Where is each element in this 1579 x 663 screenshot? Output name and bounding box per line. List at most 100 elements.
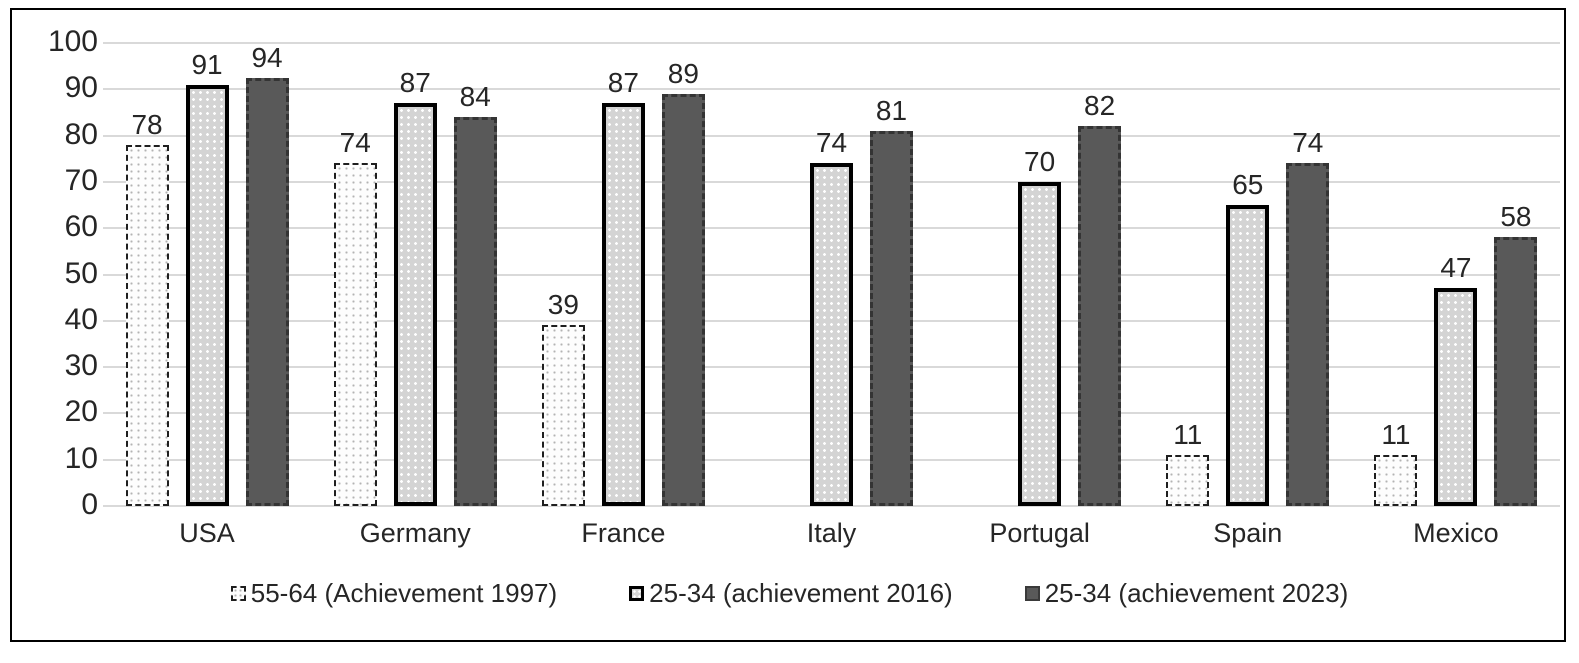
- bar-italy-series3: [869, 130, 913, 506]
- bar-slot: 94: [245, 42, 289, 506]
- bar-slot: 39: [541, 43, 585, 506]
- bar-slot: 74: [809, 43, 853, 506]
- y-tick-label-10: 10: [64, 441, 98, 475]
- bar-portugal-series3: [1078, 126, 1122, 506]
- bar-france-series2: [601, 103, 645, 506]
- bar-usa-series3: [245, 78, 289, 506]
- x-category-label-germany: Germany: [359, 518, 471, 548]
- x-category-label-portugal: Portugal: [989, 518, 1090, 548]
- legend: 55-64 (Achievement 1997) 25-34 (achieveme…: [60, 578, 1519, 609]
- bar-groups: 78 91 94 74 87 84 39 87 89 74 81 70 82 11 65 74 11 47 58: [103, 43, 1560, 506]
- y-tick-label-60: 60: [64, 210, 98, 244]
- bar-value-label: 11: [1173, 419, 1203, 451]
- bar-slot: 65: [1226, 43, 1270, 506]
- x-category-label-france: France: [581, 518, 666, 548]
- bar-slot: 91: [185, 43, 229, 506]
- legend-marker-icon: [629, 586, 645, 601]
- gridline-80: [103, 134, 1560, 137]
- bar-slot: 78: [125, 43, 169, 506]
- y-tick-label-50: 50: [64, 256, 98, 290]
- bar-value-label: 94: [251, 42, 283, 73]
- bar-spain-series2: [1226, 205, 1270, 506]
- bar-value-label: 81: [875, 94, 908, 126]
- bar-value-label: 65: [1232, 169, 1264, 201]
- bar-value-label: 91: [191, 48, 223, 80]
- gridline-0: [103, 505, 1560, 507]
- bar-value-label: 84: [459, 81, 491, 113]
- bar-slot: 87: [393, 43, 437, 506]
- bar-value-label: 78: [131, 108, 163, 140]
- bar-value-label: 82: [1084, 90, 1116, 122]
- legend-label: 25-34 (achievement 2016): [649, 578, 953, 608]
- legend-item-series1: 55-64 (Achievement 1997): [230, 578, 558, 609]
- bar-slot: 89: [661, 43, 705, 506]
- bar-value-label: 74: [815, 127, 848, 159]
- bar-slot: 84: [453, 43, 497, 506]
- legend-label: 25-34 (achievement 2023): [1044, 578, 1349, 608]
- bar-germany-series2: [393, 103, 437, 506]
- y-tick-label-20: 20: [64, 395, 98, 429]
- bar-group-usa: 78 91 94: [103, 43, 311, 506]
- bar-spain-series1: [1166, 455, 1210, 506]
- bar-slot: 58: [1494, 43, 1538, 506]
- bar-france-series1: [541, 325, 585, 506]
- legend-marker-icon: [1024, 586, 1040, 601]
- bar-mexico-series2: [1434, 288, 1478, 506]
- bar-germany-series1: [333, 163, 377, 506]
- y-tick-label-100: 100: [47, 25, 98, 58]
- bar-slot: [750, 43, 793, 506]
- y-tick-label-40: 40: [64, 302, 98, 336]
- bar-slot: 70: [1018, 43, 1062, 506]
- bar-mexico-series1: [1374, 455, 1418, 506]
- bar-value-label: 74: [339, 127, 371, 159]
- bar-mexico-series3: [1494, 237, 1538, 506]
- bar-slot: [958, 43, 1001, 506]
- bar-value-label: 39: [547, 289, 579, 321]
- bar-italy-series2: [809, 163, 853, 506]
- bar-slot: 11: [1374, 43, 1418, 506]
- bar-france-series3: [661, 93, 705, 506]
- y-tick-label-70: 70: [64, 163, 98, 197]
- legend-marker-icon: [230, 586, 246, 601]
- x-category-label-spain: Spain: [1213, 518, 1283, 548]
- bar-portugal-series2: [1018, 181, 1062, 506]
- bar-slot: 74: [1286, 43, 1330, 506]
- y-tick-label-90: 90: [64, 71, 98, 105]
- y-axis: 0 10 20 30 40 50 60 70 80 90 100: [18, 25, 98, 521]
- bar-spain-series3: [1286, 163, 1330, 506]
- bar-group-france: 39 87 89: [519, 43, 727, 506]
- bar-value-label: 47: [1440, 252, 1472, 284]
- bar-slot: 74: [333, 43, 377, 506]
- bar-slot: 11: [1166, 43, 1210, 506]
- legend-item-series2: 25-34 (achievement 2016): [629, 578, 953, 609]
- bar-value-label: 11: [1381, 419, 1411, 451]
- bar-value-label: 87: [607, 67, 639, 99]
- bar-group-mexico: 11 47 58: [1352, 43, 1560, 506]
- bar-group-portugal: 70 82: [936, 43, 1144, 506]
- bar-value-label: 89: [667, 57, 699, 89]
- y-tick-label-30: 30: [64, 349, 98, 383]
- bar-value-label: 87: [399, 67, 431, 99]
- bar-group-germany: 74 87 84: [311, 43, 519, 506]
- bar-slot: 87: [601, 43, 645, 506]
- bar-slot: 47: [1434, 43, 1478, 506]
- bar-slot: 81: [869, 43, 913, 506]
- bar-value-label: 74: [1292, 127, 1324, 159]
- x-category-label-italy: Italy: [806, 518, 857, 548]
- x-category-label-mexico: Mexico: [1413, 518, 1499, 548]
- bar-group-spain: 11 65 74: [1144, 43, 1352, 506]
- gridline-90: [103, 88, 1560, 91]
- bar-germany-series3: [453, 117, 497, 506]
- x-category-label-usa: USA: [179, 518, 235, 548]
- bar-usa-series2: [185, 84, 229, 506]
- bar-group-italy: 74 81: [727, 43, 935, 506]
- x-axis: USA Germany France Italy Portugal Spain Mexico: [103, 518, 1560, 549]
- bar-slot: 82: [1078, 43, 1122, 506]
- legend-label: 55-64 (Achievement 1997): [250, 578, 558, 608]
- y-tick-label-80: 80: [64, 117, 98, 151]
- bar-value-label: 70: [1024, 145, 1056, 177]
- bar-value-label: 58: [1500, 201, 1532, 233]
- y-tick-label-0: 0: [81, 488, 98, 521]
- bar-usa-series1: [125, 144, 169, 506]
